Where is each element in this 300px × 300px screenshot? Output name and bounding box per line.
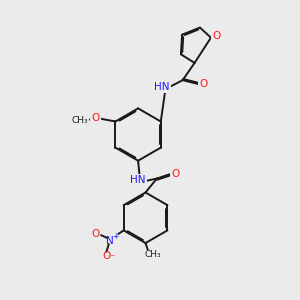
Text: HN: HN — [154, 82, 170, 92]
Text: O: O — [102, 251, 110, 261]
Text: HN: HN — [130, 175, 146, 185]
Text: O: O — [92, 229, 100, 239]
Text: N: N — [106, 236, 114, 245]
Text: +: + — [112, 232, 119, 241]
Text: O: O — [92, 113, 100, 123]
Text: O: O — [171, 169, 180, 179]
Text: CH₃: CH₃ — [145, 250, 161, 260]
Text: CH₃: CH₃ — [71, 116, 88, 125]
Text: O: O — [212, 31, 220, 41]
Text: O: O — [200, 79, 208, 89]
Text: ⁻: ⁻ — [109, 253, 115, 263]
